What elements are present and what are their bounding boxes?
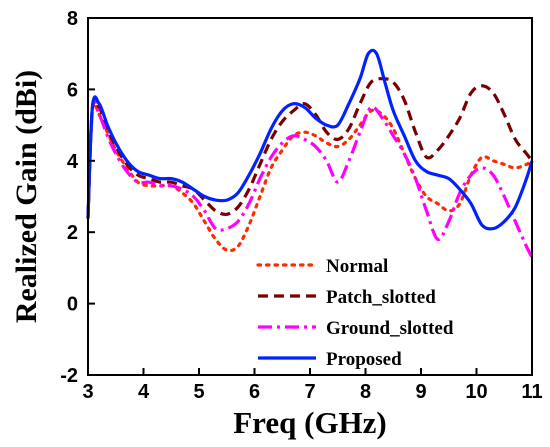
x-axis-title: Freq (GHz) — [233, 405, 387, 440]
x-tick-label: 11 — [521, 381, 542, 403]
series-line-proposed — [86, 48, 534, 231]
x-tick-label: 10 — [465, 381, 487, 403]
y-tick-label: 8 — [67, 8, 78, 30]
ticks-layer: 3 4 5 6 7 8 9 10 11 -2 0 2 4 6 8 — [60, 8, 542, 403]
legend: Normal Patch_slotted Ground_slotted Propose… — [256, 256, 454, 370]
x-tick-label: 7 — [304, 381, 315, 403]
series-line-normal — [86, 101, 534, 253]
series-layer — [86, 48, 534, 258]
y-tick-label: 2 — [67, 222, 78, 244]
series-line-ground-slotted — [86, 98, 534, 258]
series-line-patch-slotted — [86, 77, 534, 218]
x-tick-label: 6 — [249, 381, 260, 403]
legend-label: Patch_slotted — [326, 287, 436, 308]
legend-label: Ground_slotted — [326, 318, 454, 339]
legend-label: Proposed — [326, 349, 402, 370]
y-tick-label: 4 — [67, 151, 79, 173]
y-axis-title: Realized Gain (dBi) — [10, 70, 43, 323]
x-tick-label: 4 — [138, 381, 150, 403]
x-tick-label: 9 — [415, 381, 426, 403]
x-tick-label: 8 — [360, 381, 371, 403]
x-tick-label: 5 — [193, 381, 204, 403]
x-tick-label: 3 — [82, 381, 93, 403]
legend-label: Normal — [326, 256, 388, 277]
y-tick-label: 6 — [67, 79, 78, 101]
y-tick-label: -2 — [60, 365, 78, 387]
y-tick-label: 0 — [67, 294, 78, 316]
